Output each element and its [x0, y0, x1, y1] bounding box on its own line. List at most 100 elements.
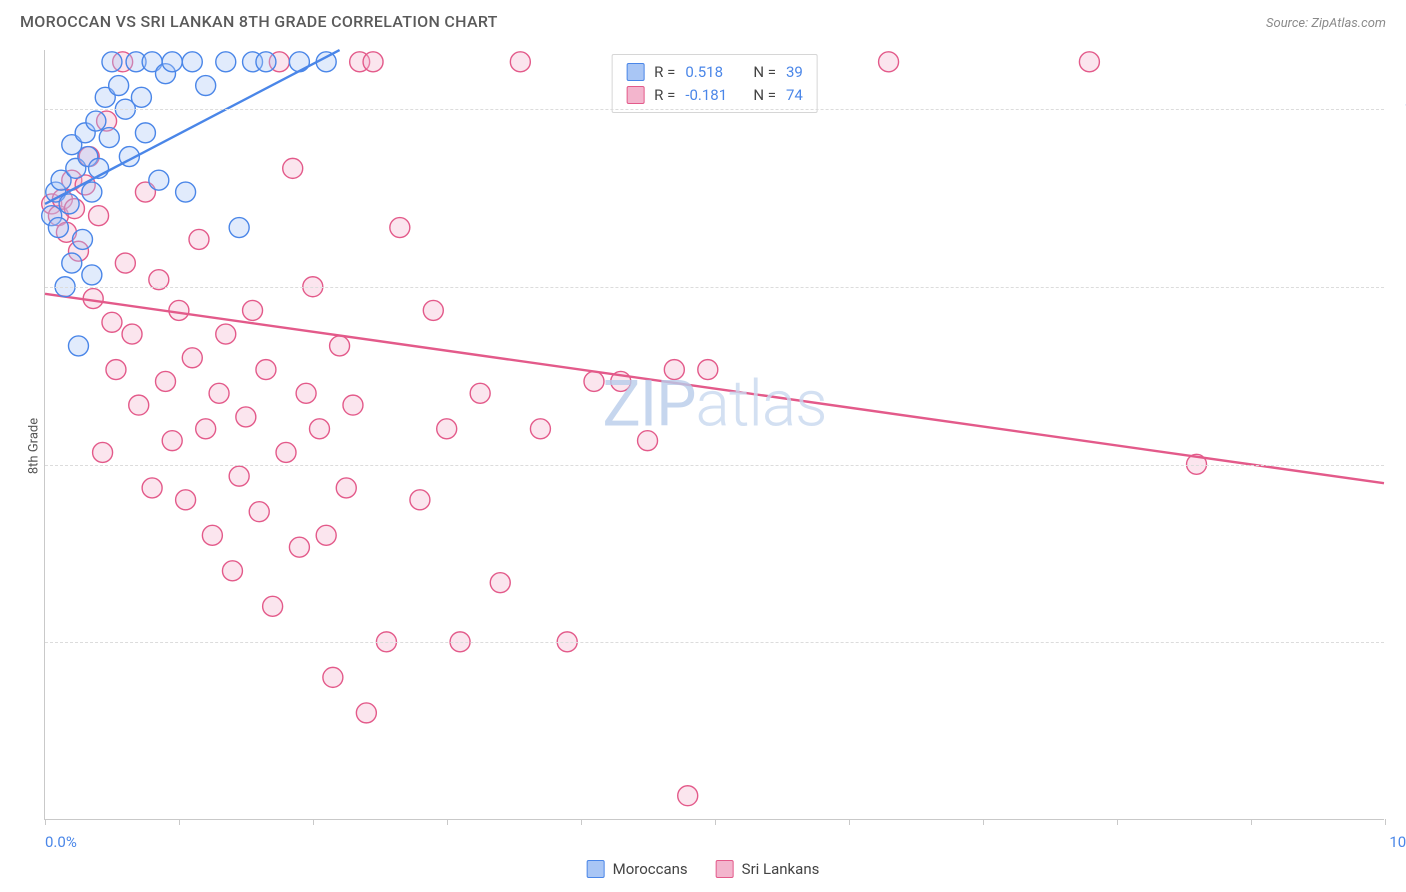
x-tick	[45, 819, 46, 825]
data-point	[82, 265, 102, 285]
data-point	[410, 490, 430, 510]
legend-item: Sri Lankans	[716, 860, 820, 878]
data-point	[296, 383, 316, 403]
data-point	[89, 206, 109, 226]
data-point	[236, 407, 256, 427]
gridline	[45, 642, 1384, 643]
y-tick-label: 77.5%	[1390, 634, 1406, 650]
y-tick-label: 85.0%	[1390, 457, 1406, 473]
data-point	[323, 667, 343, 687]
data-point	[638, 431, 658, 451]
data-point	[99, 128, 119, 148]
data-point	[216, 324, 236, 344]
x-axis-min-label: 0.0%	[45, 833, 77, 851]
data-point	[176, 490, 196, 510]
data-point	[256, 52, 276, 72]
data-point	[698, 360, 718, 380]
correlation-stats-box: R =0.518N =39R = -0.181 N = 74	[611, 54, 818, 113]
data-point	[102, 52, 122, 72]
data-point	[879, 52, 899, 72]
data-point	[243, 300, 263, 320]
x-tick	[715, 819, 716, 825]
n-label: N =	[753, 61, 776, 84]
data-point	[276, 442, 296, 462]
data-point	[309, 419, 329, 439]
data-point	[356, 703, 376, 723]
x-tick	[1117, 819, 1118, 825]
data-point	[86, 111, 106, 131]
x-tick	[313, 819, 314, 825]
data-point	[189, 229, 209, 249]
x-tick	[1251, 819, 1252, 825]
data-point	[106, 360, 126, 380]
data-point	[72, 229, 92, 249]
gridline	[45, 465, 1384, 466]
data-point	[142, 478, 162, 498]
data-point	[470, 383, 490, 403]
data-point	[437, 419, 457, 439]
gridline	[45, 109, 1384, 110]
data-point	[510, 52, 530, 72]
n-value: 74	[786, 84, 803, 107]
data-point	[1079, 52, 1099, 72]
data-point	[664, 360, 684, 380]
x-tick	[1385, 819, 1386, 825]
data-point	[129, 395, 149, 415]
data-point	[209, 383, 229, 403]
data-point	[196, 419, 216, 439]
y-axis-label: 8th Grade	[27, 418, 42, 474]
gridline	[45, 287, 1384, 288]
data-point	[316, 525, 336, 545]
data-point	[363, 52, 383, 72]
chart-title: MOROCCAN VS SRI LANKAN 8TH GRADE CORRELA…	[20, 12, 498, 31]
chart-source: Source: ZipAtlas.com	[1266, 16, 1386, 31]
data-point	[162, 52, 182, 72]
scatter-plot	[45, 50, 1384, 819]
data-point	[256, 360, 276, 380]
data-point	[109, 76, 129, 96]
x-tick	[179, 819, 180, 825]
trend-line	[45, 294, 1384, 483]
chart-header: MOROCCAN VS SRI LANKAN 8TH GRADE CORRELA…	[0, 0, 1406, 39]
data-point	[48, 218, 68, 238]
data-point	[330, 336, 350, 356]
data-point	[182, 348, 202, 368]
x-tick	[447, 819, 448, 825]
data-point	[263, 596, 283, 616]
r-label: R =	[654, 61, 675, 84]
data-point	[131, 87, 151, 107]
data-point	[584, 371, 604, 391]
legend-label: Moroccans	[613, 860, 688, 878]
data-point	[149, 170, 169, 190]
data-point	[229, 466, 249, 486]
x-axis-max-label: 100.0%	[1389, 833, 1406, 851]
r-value: -0.181	[685, 84, 739, 107]
data-point	[59, 194, 79, 214]
series-swatch	[626, 86, 644, 104]
data-point	[68, 336, 88, 356]
data-point	[678, 786, 698, 806]
data-point	[122, 324, 142, 344]
legend-item: Moroccans	[587, 860, 688, 878]
data-point	[182, 52, 202, 72]
data-point	[390, 218, 410, 238]
data-point	[82, 182, 102, 202]
data-point	[289, 52, 309, 72]
y-tick-label: 100.0%	[1390, 101, 1406, 117]
series-swatch	[626, 63, 644, 81]
data-point	[216, 52, 236, 72]
y-tick-label: 92.5%	[1390, 279, 1406, 295]
x-tick	[983, 819, 984, 825]
data-point	[102, 312, 122, 332]
r-label: R =	[654, 84, 675, 107]
legend: Moroccans Sri Lankans	[587, 860, 820, 878]
data-point	[135, 123, 155, 143]
data-point	[423, 300, 443, 320]
data-point	[249, 502, 269, 522]
data-point	[62, 253, 82, 273]
chart-area: ZIPatlas R =0.518N =39R =-0.181N =74 0.0…	[44, 50, 1384, 820]
stat-row: R =0.518N =39	[626, 61, 803, 84]
data-point	[343, 395, 363, 415]
data-point	[289, 537, 309, 557]
data-point	[93, 442, 113, 462]
